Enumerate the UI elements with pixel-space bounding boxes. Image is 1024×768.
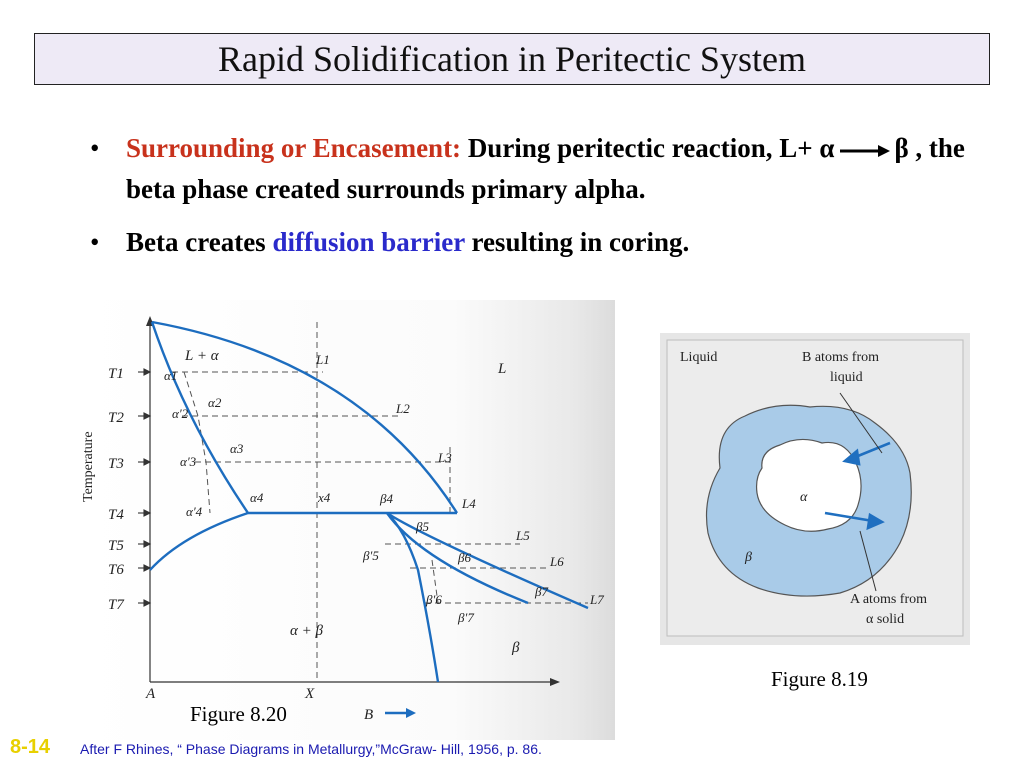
encasement-diagram: Liquid B atoms from liquid α β A atoms f… [666, 339, 964, 637]
figure-8-19: Liquid B atoms from liquid α β A atoms f… [660, 333, 970, 645]
beta-liquidus [386, 512, 589, 610]
svg-text:L2: L2 [395, 401, 410, 416]
svg-text:β′7: β′7 [457, 610, 474, 625]
reaction-arrow-icon [840, 144, 891, 157]
svg-text:β5: β5 [415, 519, 429, 534]
bullet-highlight: diffusion barrier [272, 227, 465, 257]
svg-text:A atoms from: A atoms from [850, 592, 927, 607]
beta-solvus [386, 512, 440, 683]
svg-text:α: α [800, 490, 808, 505]
svg-text:α + β: α + β [290, 623, 323, 639]
svg-text:α2: α2 [208, 395, 222, 410]
svg-text:x4: x4 [317, 490, 331, 505]
svg-text:T7: T7 [108, 597, 125, 613]
svg-text:T3: T3 [108, 456, 124, 472]
svg-text:L6: L6 [549, 554, 564, 569]
svg-text:B: B [364, 707, 373, 723]
svg-text:α3: α3 [230, 441, 244, 456]
slide-number: 8-14 [10, 736, 51, 758]
svg-text:L: L [497, 361, 506, 377]
svg-text:T1: T1 [108, 366, 124, 382]
svg-text:α′2: α′2 [172, 406, 189, 421]
phase-diagram: Temperature T1 T2 T3 T4 T5 T6 T7 L + α L… [81, 316, 604, 723]
bullet-encasement: • Surrounding or Encasement: During peri… [90, 128, 970, 210]
svg-text:B atoms from: B atoms from [802, 350, 879, 365]
bullet-diffusion-barrier: • Beta creates diffusion barrier resulti… [90, 222, 970, 263]
figure-8-20-caption: Figure 8.20 [190, 702, 287, 726]
svg-text:α′3: α′3 [180, 454, 197, 469]
figure-8-19-caption: Figure 8.19 [771, 667, 868, 691]
svg-text:β′6: β′6 [425, 592, 442, 607]
slide-title: Rapid Solidification in Peritectic Syste… [218, 39, 806, 79]
svg-text:L1: L1 [315, 352, 330, 367]
solidus-line [150, 321, 249, 514]
svg-text:A: A [145, 686, 156, 702]
svg-text:L3: L3 [437, 450, 452, 465]
svg-text:β4: β4 [379, 491, 393, 506]
bullet-text-before: Beta creates [126, 227, 266, 257]
svg-text:β: β [511, 640, 520, 656]
svg-text:Temperature: Temperature [81, 431, 96, 502]
svg-text:X: X [304, 686, 315, 702]
svg-text:α′4: α′4 [186, 504, 203, 519]
svg-text:liquid: liquid [830, 370, 863, 385]
bullet-heading: Surrounding or Encasement: [126, 133, 462, 163]
svg-text:Liquid: Liquid [680, 350, 717, 365]
svg-text:L7: L7 [589, 592, 604, 607]
svg-text:α1: α1 [164, 368, 177, 383]
bullet-marker: • [90, 227, 100, 257]
svg-text:L4: L4 [461, 496, 476, 511]
svg-text:α solid: α solid [866, 612, 904, 627]
bullet-marker: • [90, 133, 100, 163]
svg-text:T6: T6 [108, 562, 124, 578]
alpha-solvus [149, 511, 249, 571]
svg-text:β7: β7 [534, 584, 548, 599]
bullet-text-part2: β , the beta phase created surrounds pri… [126, 133, 965, 204]
svg-text:L5: L5 [515, 528, 530, 543]
figure-8-20: Temperature T1 T2 T3 T4 T5 T6 T7 L + α L… [80, 300, 615, 740]
svg-text:T4: T4 [108, 507, 124, 523]
liquidus-line [151, 320, 459, 514]
axis-arrow-icon [550, 678, 560, 686]
title-box: Rapid Solidification in Peritectic Syste… [34, 33, 990, 85]
svg-text:α4: α4 [250, 490, 264, 505]
bullet-text-part1: During peritectic reaction, L+ α [467, 133, 835, 163]
bullet-text-after: resulting in coring. [471, 227, 690, 257]
bullet-list: • Surrounding or Encasement: During peri… [90, 128, 970, 263]
svg-text:T5: T5 [108, 538, 124, 554]
svg-text:T2: T2 [108, 410, 124, 426]
svg-text:β6: β6 [457, 550, 471, 565]
svg-text:β: β [744, 550, 752, 565]
b-direction-arrow-icon [385, 708, 416, 718]
alpha-core [755, 438, 862, 532]
svg-text:β′5: β′5 [362, 548, 379, 563]
source-note: After F Rhines, “ Phase Diagrams in Meta… [80, 741, 542, 757]
svg-text:L + α: L + α [184, 348, 220, 364]
